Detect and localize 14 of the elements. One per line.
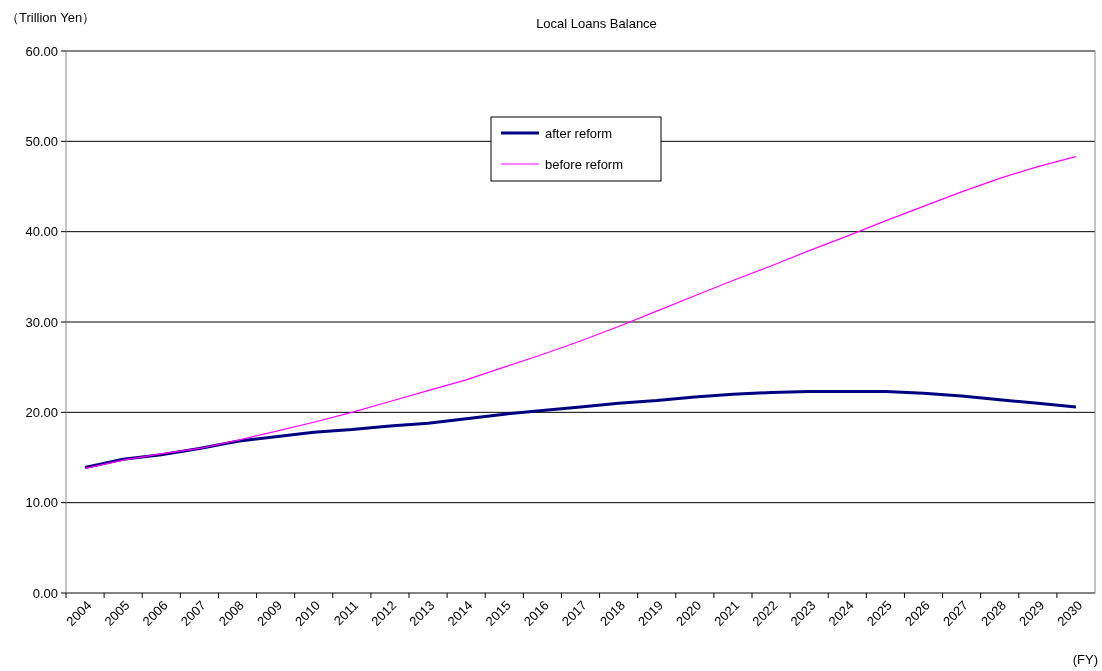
line-series xyxy=(84,156,1077,469)
y-tick-label: 30.00 xyxy=(25,314,58,330)
y-tick-label: 40.00 xyxy=(25,224,58,240)
y-tick-label: 50.00 xyxy=(25,133,58,149)
y-tick-label: 10.00 xyxy=(25,495,58,511)
chart-title: Local Loans Balance xyxy=(536,16,657,31)
y-tick-label: 60.00 xyxy=(25,43,58,59)
line-series xyxy=(83,390,1078,469)
legend-label: after reform xyxy=(545,125,613,141)
y-tick-label: 0.00 xyxy=(32,585,58,601)
y-axis-title: （Trillion Yen） xyxy=(6,10,96,25)
y-tick-label: 20.00 xyxy=(25,404,58,420)
x-axis-title: (FY) xyxy=(1072,652,1098,667)
legend-label: before reform xyxy=(545,156,624,172)
